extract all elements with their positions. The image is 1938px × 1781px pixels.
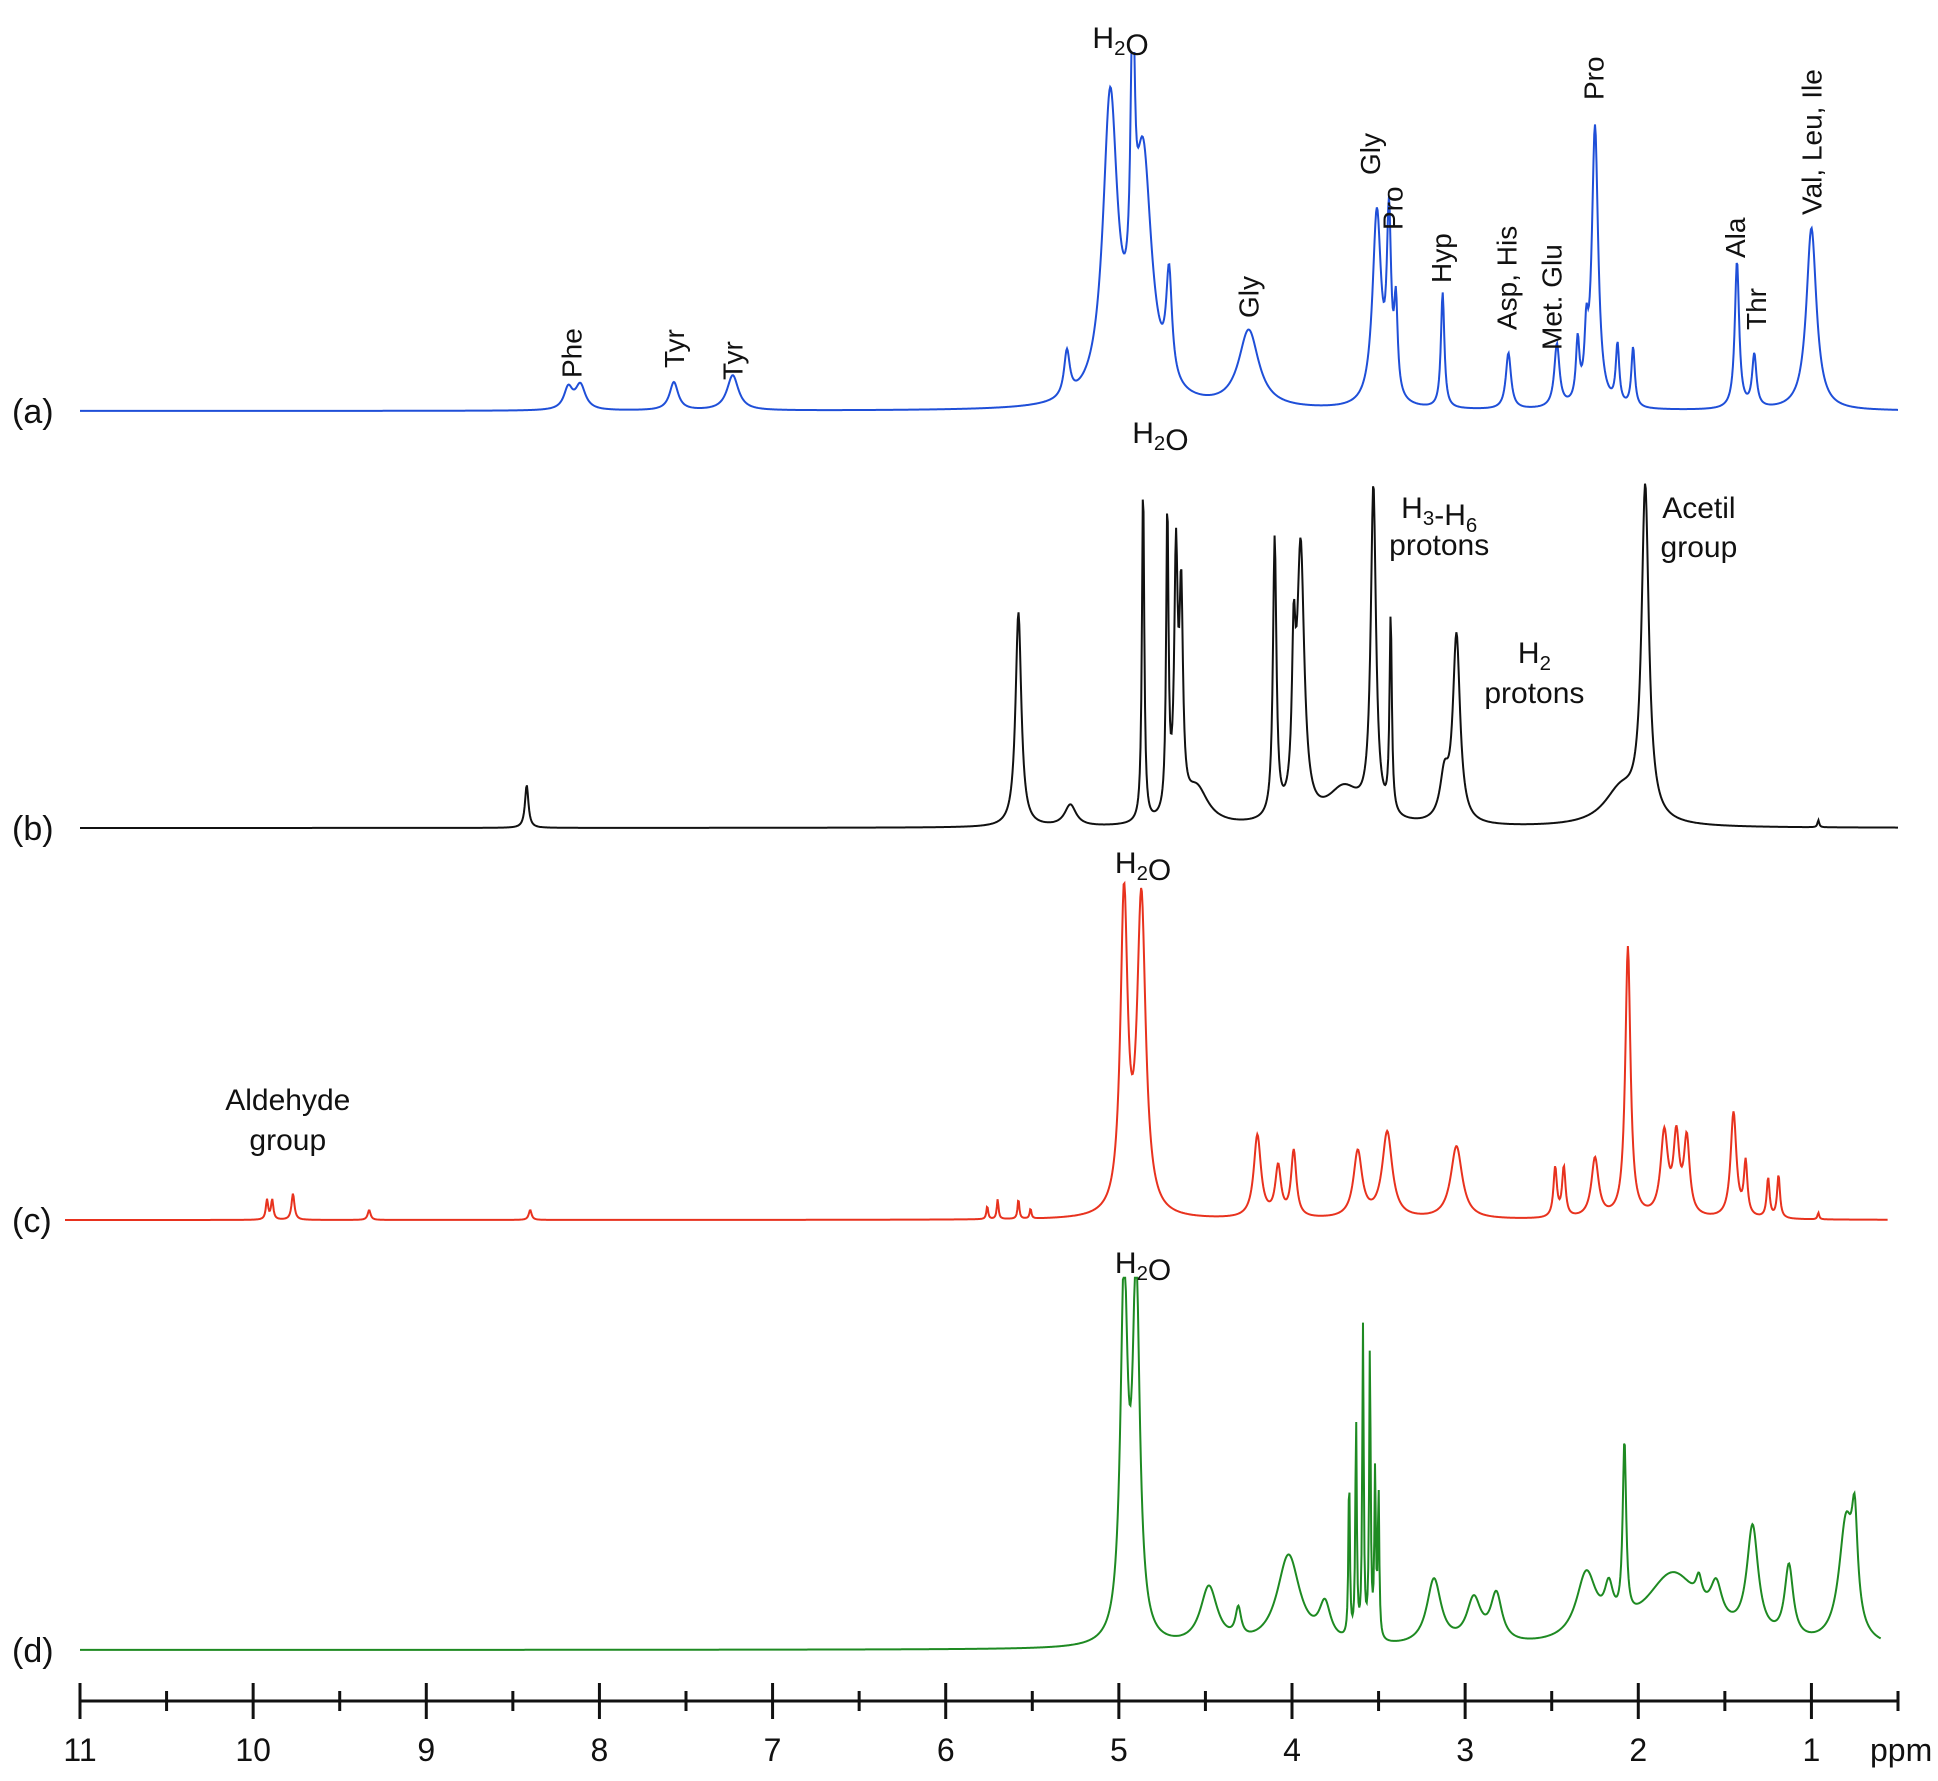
x-tick-label: 6 [937, 1732, 955, 1768]
annotation-gly: Gly [1355, 133, 1386, 175]
annotation-aldehyde: Aldehyde [225, 1084, 350, 1117]
annotation-group: group [1661, 531, 1738, 564]
annotation-tyr: Tyr [659, 329, 690, 368]
panel-labels: (a) (b) (c) (d) [12, 393, 54, 1670]
annotation-thr: Thr [1741, 288, 1772, 330]
spectrum-trace-b [80, 483, 1898, 829]
annotation-phe: Phe [557, 328, 588, 378]
annotation-h3-h6: H3-H6 [1401, 492, 1477, 537]
x-tick-label: 3 [1456, 1732, 1474, 1768]
x-tick-label: 7 [764, 1732, 782, 1768]
annotation-met-glu: Met. Glu [1537, 244, 1568, 350]
peak-annotations: H2O Phe Tyr Tyr Gly Gly Pro Hyp Asp, His Met. Glu… [225, 22, 1827, 1287]
x-tick-label: 10 [235, 1732, 271, 1768]
x-tick-label: 9 [417, 1732, 435, 1768]
annotation-asp-his: Asp, His [1492, 226, 1523, 330]
annotation-acetil: Acetil [1662, 492, 1735, 525]
panel-label-c: (c) [12, 1202, 52, 1240]
annotation-protons: protons [1484, 677, 1584, 710]
panel-label-d: (d) [12, 1632, 54, 1670]
annotation-pro: Pro [1377, 186, 1408, 230]
x-axis: 11 10 9 8 7 6 5 4 3 2 1 ppm [63, 1683, 1932, 1768]
annotation-hyp: Hyp [1426, 233, 1457, 283]
annotation-val-leu-ile: Val, Leu, Ile [1796, 69, 1827, 215]
panel-label-b: (b) [12, 810, 54, 848]
annotation-gly: Gly [1234, 276, 1265, 318]
annotation-h2o: H2O [1092, 22, 1148, 62]
annotation-pro: Pro [1578, 56, 1609, 100]
x-axis-unit-label: ppm [1870, 1732, 1932, 1768]
annotation-ala: Ala [1720, 217, 1751, 258]
x-axis-ticks: 11 10 9 8 7 6 5 4 3 2 1 [63, 1683, 1900, 1768]
annotation-h2o: H2O [1115, 1247, 1171, 1287]
spectrum-trace-d [80, 1276, 1882, 1651]
spectrum-trace-a [80, 51, 1899, 412]
annotation-h2o: H2O [1115, 847, 1171, 887]
x-tick-label: 8 [591, 1732, 609, 1768]
annotation-tyr: Tyr [718, 341, 749, 380]
annotation-protons: protons [1389, 529, 1489, 562]
x-tick-label: 4 [1283, 1732, 1301, 1768]
x-tick-label: 1 [1803, 1732, 1821, 1768]
annotation-group: group [249, 1124, 326, 1157]
panel-label-a: (a) [12, 393, 54, 431]
x-tick-label: 5 [1110, 1732, 1128, 1768]
x-tick-label: 11 [63, 1732, 96, 1768]
annotation-h2: H2 [1518, 637, 1551, 675]
spectrum-trace-c [65, 880, 1888, 1221]
spectrum-traces [65, 51, 1899, 1651]
annotation-h2o: H2O [1132, 417, 1188, 457]
x-tick-label: 2 [1629, 1732, 1647, 1768]
